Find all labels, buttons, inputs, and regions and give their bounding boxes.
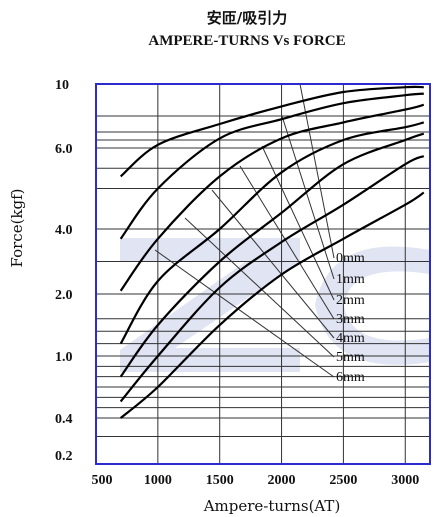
label-pointer-2mm	[261, 145, 335, 301]
y-tick-label: 0.2	[55, 449, 73, 464]
series-label-6mm: 6mm	[336, 370, 365, 385]
curve-3mm	[119, 121, 425, 345]
curve-1mm	[119, 92, 424, 240]
curve-6mm	[119, 191, 425, 419]
curves	[119, 85, 425, 419]
series-label-5mm: 5mm	[336, 350, 365, 365]
series-labels: 0mm 1mm 2mm 3mm 4mm 5mm 6mm	[336, 251, 365, 385]
curve-2mm	[119, 103, 425, 292]
y-tick-label: 4.0	[55, 223, 73, 238]
curve-0mm	[119, 85, 424, 178]
plot-frame	[95, 83, 431, 465]
x-tick-label: 3000	[391, 473, 419, 488]
curve-4mm	[119, 132, 425, 378]
series-label-0mm: 0mm	[336, 251, 365, 266]
series-label-2mm: 2mm	[336, 293, 365, 308]
curve-5mm	[119, 155, 425, 403]
y-tick-label: 1.0	[55, 350, 73, 365]
x-tick-label: 2500	[329, 473, 357, 488]
label-pointer-6mm	[154, 249, 335, 378]
x-tick-labels: 500 1000 1500 2000 2500 3000	[92, 473, 420, 488]
label-pointer-4mm	[211, 189, 335, 339]
x-tick-label: 1500	[206, 473, 234, 488]
x-tick-label: 500	[92, 473, 113, 488]
label-pointer-3mm	[239, 165, 335, 320]
y-tick-label: 0.4	[55, 412, 73, 427]
series-label-1mm: 1mm	[336, 272, 365, 287]
y-tick-label: 10	[55, 78, 69, 93]
x-tick-label: 2000	[268, 473, 296, 488]
y-tick-labels: 10 6.0 4.0 2.0 1.0 0.4 0.2	[55, 78, 73, 464]
y-tick-label: 2.0	[55, 288, 73, 303]
x-axis-label: Ampere-turns(AT)	[203, 497, 341, 515]
watermark-c-shape	[315, 246, 430, 365]
series-label-4mm: 4mm	[336, 331, 365, 346]
watermark-z-shape	[120, 238, 300, 372]
y-tick-label: 6.0	[55, 142, 73, 157]
y-axis-label: Force(kgf)	[8, 188, 26, 267]
x-tick-label: 1000	[144, 473, 172, 488]
chart-subtitle: AMPERE-TURNS Vs FORCE	[148, 33, 345, 49]
label-pointer-1mm	[281, 115, 335, 280]
series-label-3mm: 3mm	[336, 312, 365, 327]
chart-title: 安匝/吸引力	[207, 9, 287, 27]
label-pointer-5mm	[184, 217, 335, 358]
